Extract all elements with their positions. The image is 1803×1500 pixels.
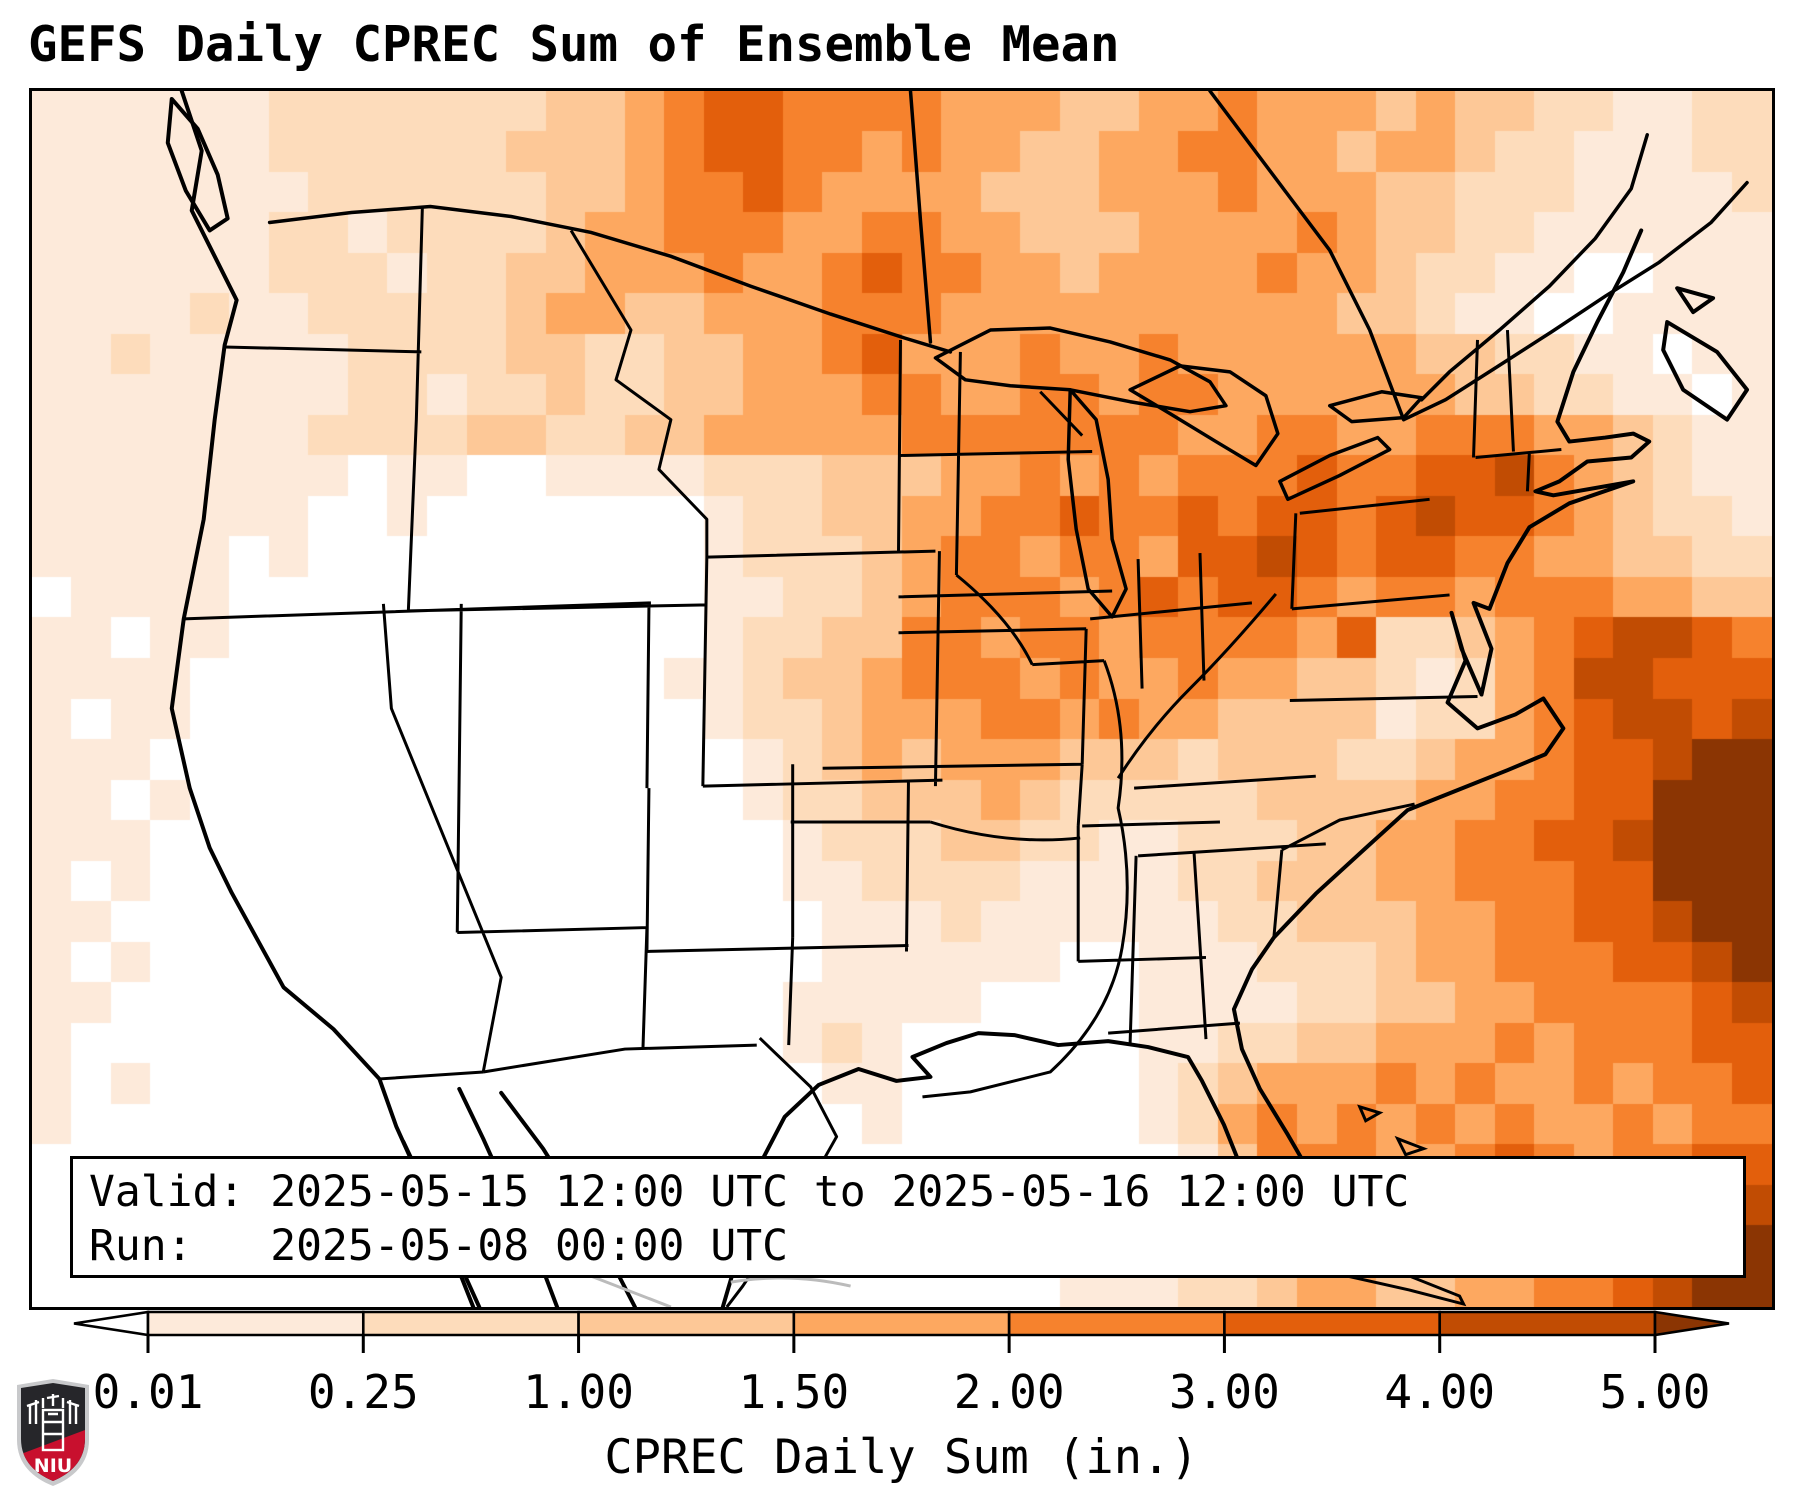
niu-logo-text: NIU	[34, 1455, 72, 1477]
state-border-paths	[183, 208, 1562, 1307]
colorbar-tick-label: 3.00	[1169, 1365, 1280, 1419]
colorbar-segment	[73, 1310, 150, 1337]
colorbar-segment	[1223, 1310, 1442, 1337]
colorbar-axis-label: CPREC Daily Sum (in.)	[604, 1430, 1198, 1485]
colorbar-tick-label: 0.25	[308, 1365, 419, 1419]
castle-icon	[26, 1394, 80, 1452]
colorbar-tick-label: 4.00	[1384, 1365, 1495, 1419]
colorbar-tick-label: 1.00	[523, 1365, 634, 1419]
valid-run-info-box: Valid: 2025-05-15 12:00 UTC to 2025-05-1…	[70, 1156, 1746, 1278]
niu-logo: NIU	[17, 1379, 89, 1486]
colorbar-segment	[577, 1310, 796, 1337]
colorbar-tick-labels: 0.01 0.25 1.00 1.50 2.00 3.00 4.00 5.00	[93, 1365, 1711, 1419]
coastline-paths	[165, 91, 1750, 1307]
colorbar-segment	[361, 1310, 580, 1337]
colorbar-tick-label: 1.50	[738, 1365, 849, 1419]
map-borders-overlay	[165, 91, 1750, 1307]
precipitation-grid-canvas	[32, 91, 1772, 1307]
page-title: GEFS Daily CPREC Sum of Ensemble Mean	[28, 16, 1120, 73]
precipitation-map	[29, 88, 1775, 1310]
colorbar-segment	[792, 1310, 1011, 1337]
colorbar: 0.01 0.25 1.00 1.50 2.00 3.00 4.00 5.00 CPREC D…	[73, 1310, 1730, 1485]
niu-shield-red	[21, 1430, 85, 1481]
colorbar-segment	[1653, 1310, 1730, 1337]
colorbar-tick-label: 2.00	[954, 1365, 1065, 1419]
colorbar-tick-label: 5.00	[1600, 1365, 1711, 1419]
colorbar-tick-label: 0.01	[93, 1365, 204, 1419]
colorbar-ticks	[146, 1335, 1657, 1353]
great-lakes-outlines	[933, 326, 1424, 619]
canada-border-paths	[267, 91, 1749, 422]
colorbar-segment	[146, 1310, 365, 1337]
colorbar-segment	[1438, 1310, 1657, 1337]
colorbar-segment	[1007, 1310, 1226, 1337]
run-time-text: Run: 2025-05-08 00:00 UTC	[89, 1221, 788, 1271]
colorbar-body	[73, 1310, 1730, 1337]
valid-time-text: Valid: 2025-05-15 12:00 UTC to 2025-05-1…	[89, 1167, 1410, 1217]
